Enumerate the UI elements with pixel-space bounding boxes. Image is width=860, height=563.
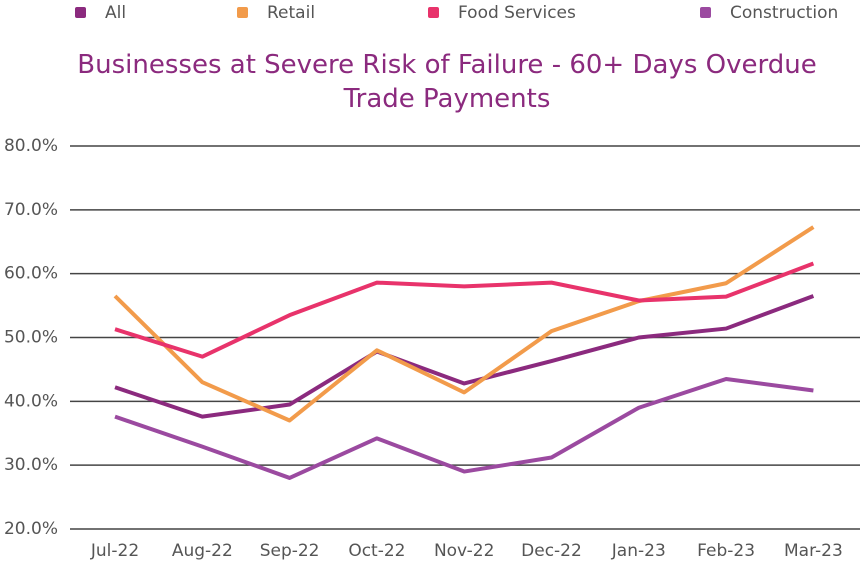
legend-marker [75,7,86,18]
x-tick-label: Jan-23 [611,541,666,561]
line-series [114,294,815,419]
legend-label: Construction [730,3,838,23]
y-tick-label: 80.0% [4,136,58,156]
y-tick-label: 50.0% [4,328,58,348]
line-series [114,376,814,480]
line-series [113,225,815,423]
x-tick-label: Nov-22 [434,541,495,561]
legend-label: Food Services [458,3,576,23]
x-tick-label: Oct-22 [348,541,405,561]
x-tick-label: Feb-23 [697,541,755,561]
legend-marker [700,7,711,18]
x-tick-label: Jul-22 [90,541,139,561]
y-tick-label: 30.0% [4,455,58,475]
x-tick-label: Mar-23 [784,541,843,561]
line-series [114,261,815,359]
y-tick-label: 70.0% [4,200,58,220]
legend-label: All [105,3,126,23]
legend-marker [428,7,439,18]
x-tick-label: Sep-22 [260,541,320,561]
y-tick-label: 40.0% [4,391,58,411]
chart-title: Businesses at Severe Risk of Failure - 6… [77,50,817,114]
legend-marker [237,7,248,18]
y-tick-label: 20.0% [4,519,58,539]
y-tick-label: 60.0% [4,264,58,284]
x-tick-label: Dec-22 [521,541,582,561]
x-tick-label: Aug-22 [172,541,233,561]
legend-label: Retail [267,3,315,23]
